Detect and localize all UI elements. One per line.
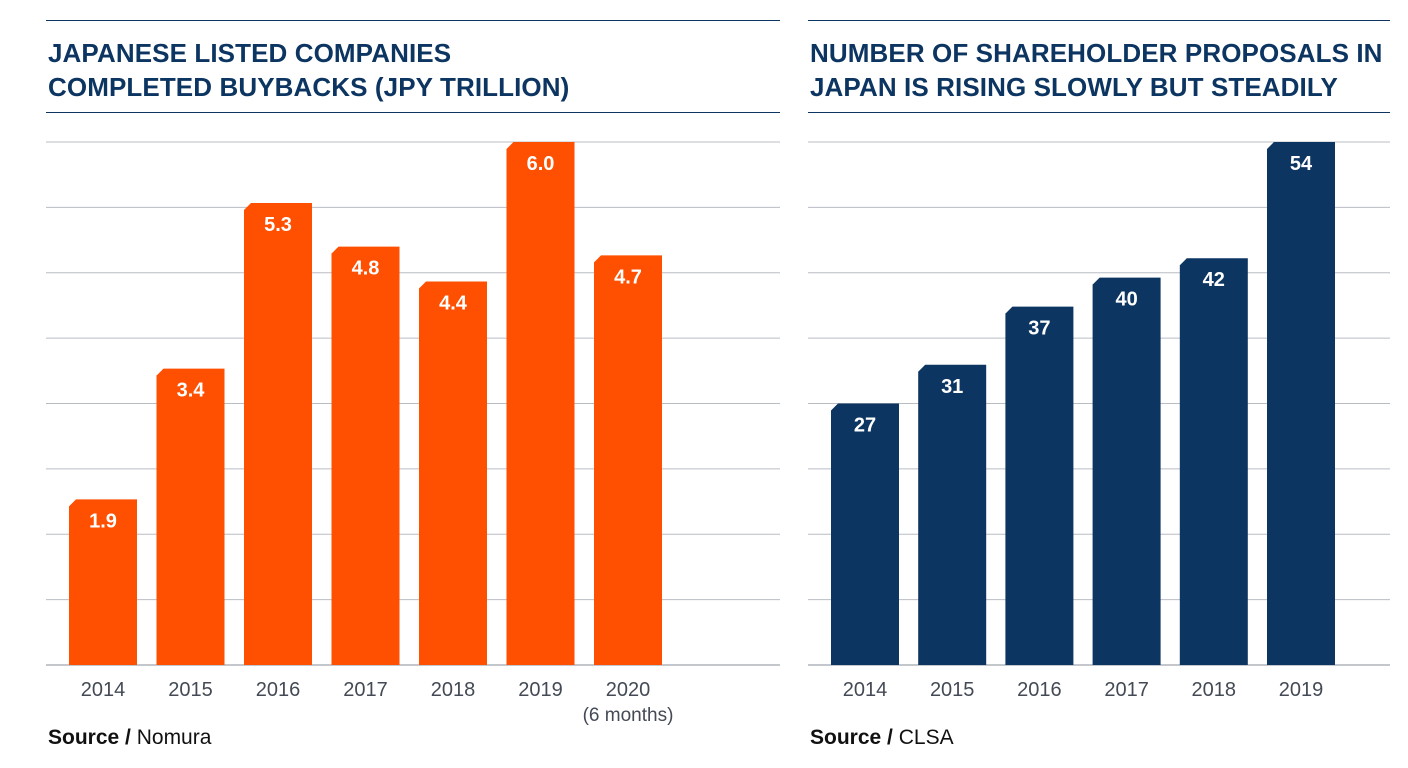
x-tick-label: 2017 [343, 679, 388, 701]
source-note: Source / CLSA [810, 726, 954, 750]
bar-value-label: 40 [1115, 289, 1137, 311]
source-label: Source / [48, 726, 131, 749]
bar [1179, 258, 1248, 665]
source-name: CLSA [898, 726, 954, 749]
x-tick-label: 2016 [1017, 679, 1062, 701]
bar-value-label: 37 [1028, 318, 1050, 340]
x-tick-label: 2018 [1192, 679, 1237, 701]
proposals-chart-panel: NUMBER OF SHAREHOLDER PROPOSALS IN JAPAN… [808, 0, 1390, 768]
x-tick-label: 2017 [1104, 679, 1149, 701]
bar [506, 142, 575, 665]
bar [918, 364, 987, 665]
bar-value-label: 27 [854, 415, 876, 437]
chart-title-line: JAPAN IS RISING SLOWLY BUT STEADILY [810, 72, 1338, 102]
bar [1267, 142, 1335, 665]
bar-value-label: 31 [941, 376, 963, 398]
proposals-bar-chart: 27 2014 31 2015 37 2016 40 2017 42 2018 54 2019 [808, 141, 1390, 701]
x-tick-label: 2016 [256, 679, 301, 701]
chart-title-line: NUMBER OF SHAREHOLDER PROPOSALS IN [810, 38, 1383, 68]
title-rule [808, 112, 1390, 113]
buybacks-chart-panel: JAPANESE LISTED COMPANIES COMPLETED BUYB… [46, 0, 780, 768]
bar [419, 281, 487, 665]
chart-title-line: JAPANESE LISTED COMPANIES [48, 38, 452, 68]
bar-value-label: 42 [1203, 269, 1225, 291]
source-name: Nomura [136, 726, 212, 749]
bar-value-label: 54 [1290, 153, 1313, 175]
bar [1005, 306, 1074, 665]
bar [1092, 277, 1161, 665]
x-tick-label: 2015 [168, 679, 213, 701]
bar-value-label: 5.3 [264, 214, 292, 236]
chart-title-line: COMPLETED BUYBACKS (JPY TRILLION) [48, 72, 570, 102]
bar [69, 499, 137, 665]
bar [156, 368, 225, 665]
bar [594, 255, 662, 666]
bar-value-label: 4.7 [614, 266, 642, 288]
bar [331, 246, 400, 665]
buybacks-bar-chart: 1.9 2014 3.4 2015 5.3 2016 4.8 2017 4.4 2018 6.0 20… [46, 141, 780, 726]
x-tick-label: 2014 [843, 679, 888, 701]
x-tick-sublabel: (6 months) [583, 705, 674, 726]
bar [244, 203, 312, 665]
top-rule [808, 20, 1390, 21]
chart-title: JAPANESE LISTED COMPANIES COMPLETED BUYB… [48, 36, 780, 104]
source-note: Source / Nomura [48, 726, 211, 750]
top-rule [46, 20, 780, 21]
bar [831, 403, 899, 665]
x-tick-label: 2019 [518, 679, 563, 701]
x-tick-label: 2014 [81, 679, 126, 701]
bar-value-label: 4.4 [439, 292, 468, 314]
bar-value-label: 1.9 [89, 510, 117, 532]
bar-value-label: 6.0 [527, 153, 555, 175]
x-tick-label: 2019 [1279, 679, 1324, 701]
bar-value-label: 3.4 [177, 380, 206, 402]
chart-title: NUMBER OF SHAREHOLDER PROPOSALS IN JAPAN… [810, 36, 1390, 104]
title-rule [46, 112, 780, 113]
x-tick-label: 2018 [431, 679, 476, 701]
source-label: Source / [810, 726, 893, 749]
x-tick-label: 2020 [606, 679, 651, 701]
bar-value-label: 4.8 [352, 258, 380, 280]
x-tick-label: 2015 [930, 679, 975, 701]
